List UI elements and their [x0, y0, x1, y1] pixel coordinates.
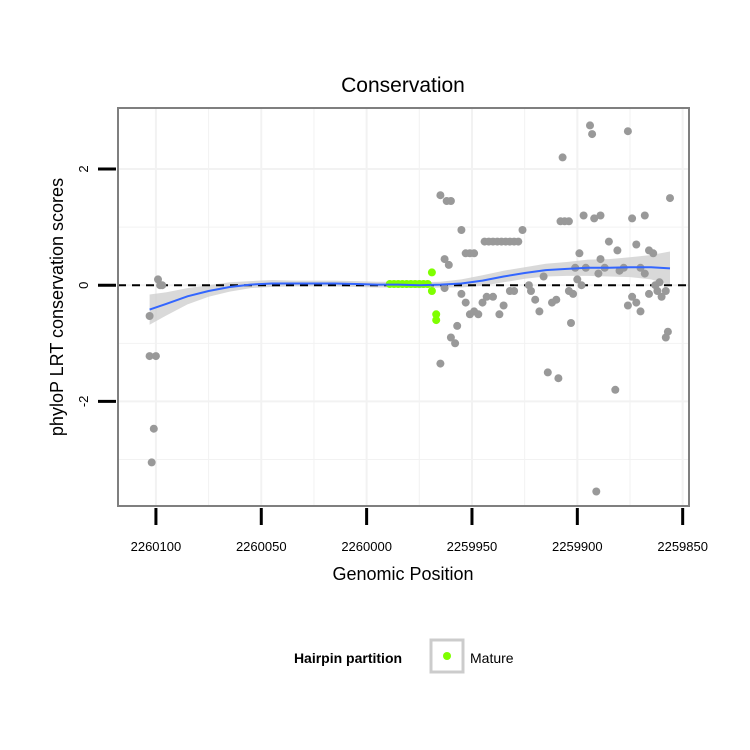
- other-point: [596, 211, 605, 220]
- panel-border: [117, 107, 690, 507]
- x-axis: 2260100 2260050 2260000 2259950 2259900 22598…: [131, 508, 708, 554]
- x-tick-label: 2259950: [447, 539, 498, 554]
- other-point: [575, 249, 584, 258]
- other-point: [569, 289, 578, 298]
- other-point: [535, 307, 544, 316]
- other-point: [628, 292, 637, 301]
- other-point: [632, 298, 641, 307]
- other-point: [577, 281, 586, 290]
- other-point: [573, 275, 582, 284]
- plot-panel: [118, 108, 689, 506]
- other-point: [655, 278, 664, 287]
- other-point: [594, 269, 603, 278]
- other-point: [499, 301, 508, 310]
- smooth-line: [149, 266, 671, 311]
- other-point: [446, 197, 455, 205]
- other-point: [145, 352, 154, 361]
- other-point: [539, 272, 548, 281]
- other-point: [657, 292, 666, 301]
- legend-title: Hairpin partition: [294, 650, 402, 666]
- legend: Hairpin partition Mature: [294, 638, 514, 674]
- other-point: [640, 269, 649, 278]
- legend-key-mature: [443, 652, 451, 660]
- mature-point: [432, 310, 441, 319]
- x-tick-label: 2259850: [657, 539, 708, 554]
- other-point: [461, 298, 470, 307]
- other-point: [436, 359, 445, 368]
- other-point: [531, 295, 540, 304]
- y-tick-label: -2: [76, 396, 91, 408]
- other-point: [623, 301, 632, 310]
- other-point: [592, 487, 601, 496]
- smooth-line-layer: [149, 266, 671, 311]
- other-point: [518, 226, 527, 234]
- other-point: [588, 130, 597, 139]
- other-point: [451, 339, 460, 348]
- other-point: [510, 287, 519, 295]
- other-point: [554, 374, 563, 383]
- other-point: [666, 194, 674, 203]
- other-point: [444, 260, 453, 269]
- x-tick-label: 2260100: [131, 539, 182, 554]
- other-point: [590, 214, 599, 223]
- other-point: [446, 333, 455, 342]
- other-point: [558, 153, 567, 162]
- other-point: [613, 246, 622, 255]
- other-point: [543, 368, 552, 377]
- other-point: [147, 458, 156, 467]
- other-point: [489, 292, 497, 301]
- other-point: [640, 211, 649, 220]
- confidence-band: [149, 251, 671, 325]
- other-point: [457, 289, 466, 298]
- other-point: [478, 298, 487, 307]
- x-tick-label: 2260050: [236, 539, 287, 554]
- other-point: [548, 298, 556, 307]
- other-point: [527, 287, 535, 295]
- other-point: [457, 226, 466, 234]
- other-point: [611, 385, 620, 394]
- mature-point: [432, 316, 441, 325]
- other-point: [661, 333, 670, 342]
- other-point: [604, 237, 613, 246]
- other-point: [567, 319, 575, 327]
- x-tick-label: 2260000: [341, 539, 392, 554]
- other-point: [474, 310, 483, 319]
- mature-point: [427, 287, 436, 295]
- other-point: [453, 321, 462, 330]
- x-axis-title: Genomic Position: [332, 564, 473, 584]
- other-point: [470, 249, 479, 258]
- other-point: [158, 281, 167, 290]
- chart-title: Conservation: [341, 74, 465, 97]
- other-point: [436, 191, 445, 200]
- other-point: [495, 310, 504, 319]
- other-point: [564, 217, 573, 226]
- other-point: [661, 287, 670, 295]
- other-point: [145, 312, 154, 320]
- other-point: [628, 214, 637, 223]
- other-point: [579, 211, 588, 220]
- other-point: [645, 289, 653, 298]
- y-tick-label: 0: [76, 282, 91, 289]
- other-point: [632, 240, 641, 249]
- other-point: [482, 292, 491, 301]
- y-tick-label: 2: [76, 165, 91, 172]
- other-point: [149, 424, 158, 433]
- other-point: [653, 287, 662, 295]
- x-tick-label: 2259900: [552, 539, 603, 554]
- other-point: [636, 307, 645, 316]
- other-point: [596, 255, 605, 264]
- other-point: [151, 352, 160, 361]
- mature-point: [427, 268, 436, 277]
- y-axis-title: phyloP LRT conservation scores: [47, 178, 67, 436]
- other-point: [440, 255, 449, 264]
- other-point: [440, 284, 449, 293]
- other-point: [586, 121, 594, 130]
- confidence-band-layer: [149, 251, 671, 325]
- other-point: [623, 127, 632, 136]
- other-point: [514, 237, 523, 246]
- other-point: [649, 249, 658, 258]
- legend-label-mature: Mature: [470, 650, 514, 666]
- y-axis: -2 0 2: [76, 165, 116, 407]
